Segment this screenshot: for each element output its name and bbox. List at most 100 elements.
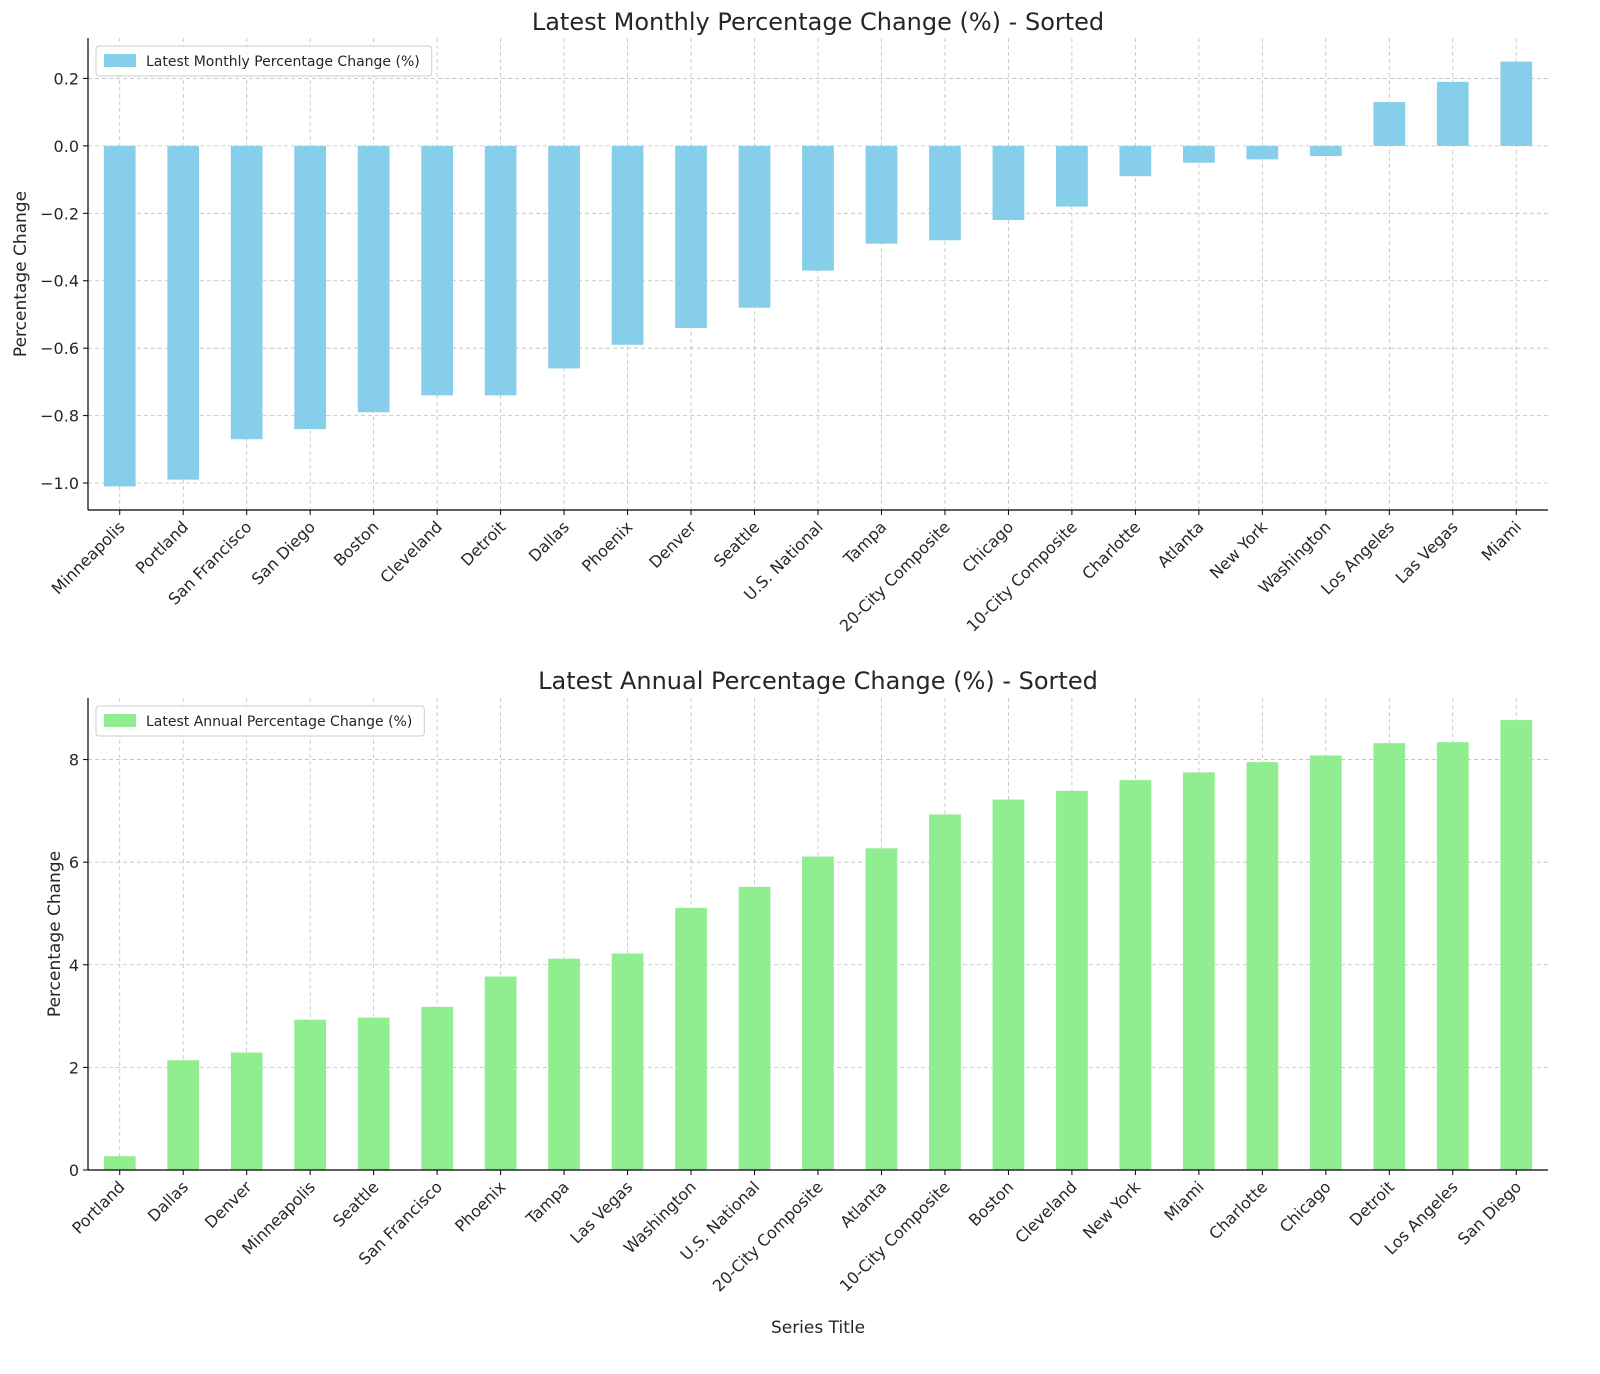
- x-tick-label: Cleveland: [1011, 1177, 1081, 1247]
- bar-10-city-composite: [1056, 145, 1088, 207]
- bar-chicago: [1309, 755, 1342, 1170]
- bar-charlotte: [1246, 762, 1279, 1170]
- bar-boston: [992, 799, 1025, 1170]
- legend-frame: [95, 705, 425, 737]
- bar-u-s-national: [738, 886, 771, 1170]
- x-tick-label: Phoenix: [451, 1177, 509, 1235]
- x-tick-label: Miami: [1160, 1177, 1207, 1224]
- x-tick-label: 10-City Composite: [963, 517, 1081, 635]
- bar-tampa: [548, 958, 580, 1170]
- x-tick-label: 20-City Composite: [836, 517, 954, 635]
- bar-las-vegas: [1436, 81, 1469, 146]
- chart-title: Latest Annual Percentage Change (%) - So…: [538, 667, 1098, 695]
- y-tick-label: −0.6: [40, 339, 79, 358]
- x-tick-label: Tampa: [839, 517, 890, 568]
- x-tick-label: Charlotte: [1078, 517, 1144, 583]
- x-tick-label: New York: [1079, 1177, 1145, 1243]
- x-tick-label: Cleveland: [376, 517, 446, 587]
- bar-seattle: [357, 1017, 390, 1170]
- bars: [103, 720, 1533, 1170]
- bar-san-francisco: [421, 1006, 453, 1170]
- x-tick-label: Denver: [201, 1177, 256, 1232]
- y-tick-label: 8: [69, 751, 79, 770]
- bar-20-city-composite: [929, 145, 961, 241]
- x-tick-label: Detroit: [1346, 1177, 1398, 1229]
- x-tick-label: Dallas: [525, 517, 573, 565]
- bars: [103, 61, 1533, 487]
- bar-portland: [167, 145, 200, 480]
- bar-phoenix: [611, 145, 644, 345]
- x-tick-label: 10-City Composite: [836, 1177, 954, 1295]
- bar-denver: [230, 1052, 263, 1170]
- x-axis-label: Series Title: [771, 1318, 865, 1338]
- bar-dallas: [167, 1060, 200, 1170]
- bar-cleveland: [1056, 790, 1088, 1170]
- x-tick-label: Minneapolis: [48, 517, 129, 598]
- x-tick-label: Phoenix: [578, 517, 636, 575]
- bar-atlanta: [865, 848, 898, 1170]
- y-tick-label: −0.4: [40, 272, 79, 291]
- legend-frame: [95, 45, 433, 77]
- x-tick-label: San Diego: [248, 517, 319, 588]
- bar-detroit: [1373, 743, 1406, 1170]
- bar-atlanta: [1183, 145, 1215, 163]
- x-tick-label: Atlanta: [1154, 517, 1208, 571]
- y-tick-label: −0.2: [40, 204, 79, 223]
- bar-washington: [1309, 145, 1342, 156]
- monthly-chart: −1.0 −0.8 −0.6 −0.4 −0.2 0.0 0.2 Minneapolis Por…: [11, 8, 1548, 635]
- bar-chicago: [992, 145, 1025, 221]
- bar-washington: [675, 907, 707, 1170]
- legend: Latest Monthly Percentage Change (%): [95, 45, 433, 77]
- bar-phoenix: [484, 976, 517, 1170]
- y-axis-label: Percentage Change: [11, 191, 31, 357]
- bar-charlotte: [1119, 145, 1152, 177]
- y-tick-label: 6: [69, 853, 79, 872]
- x-tick-label: New York: [1206, 517, 1272, 583]
- bar-las-vegas: [611, 953, 644, 1170]
- y-tick-label: −0.8: [40, 407, 79, 426]
- x-tick-label: Charlotte: [1205, 1177, 1271, 1243]
- bar-dallas: [548, 145, 580, 369]
- chart-title: Latest Monthly Percentage Change (%) - S…: [532, 8, 1104, 36]
- x-tick-label: Denver: [645, 517, 700, 572]
- y-tick-label: 0: [69, 1161, 79, 1180]
- x-tick-label: Las Vegas: [1392, 517, 1462, 587]
- x-tick-label: Portland: [132, 517, 192, 577]
- y-tick-label: −1.0: [40, 474, 79, 493]
- bar-u-s-national: [802, 145, 834, 271]
- bar-boston: [357, 145, 390, 413]
- x-tick-label: Tampa: [522, 1177, 573, 1228]
- x-tick-label: Chicago: [958, 517, 1017, 576]
- bar-minneapolis: [103, 145, 136, 487]
- bar-los-angeles: [1436, 742, 1469, 1170]
- x-tick-label: Detroit: [457, 517, 509, 569]
- legend-swatch: [104, 54, 136, 67]
- x-tick-label: Chicago: [1276, 1177, 1335, 1236]
- x-tick-label: Portland: [68, 1177, 128, 1237]
- bar-los-angeles: [1373, 102, 1406, 146]
- bar-cleveland: [421, 145, 453, 396]
- bar-miami: [1500, 61, 1533, 146]
- gridlines: [88, 38, 1548, 510]
- bar-san-diego: [1500, 720, 1533, 1170]
- bar-10-city-composite: [929, 814, 961, 1170]
- x-tick-label: Atlanta: [836, 1177, 890, 1231]
- y-tick-label: 0.2: [54, 69, 79, 88]
- x-tick-label: Boston: [965, 1177, 1018, 1230]
- y-axis-label: Percentage Change: [45, 851, 65, 1017]
- bar-new-york: [1246, 145, 1279, 160]
- bar-miami: [1183, 772, 1215, 1170]
- bar-san-diego: [294, 145, 327, 430]
- legend-label: Latest Annual Percentage Change (%): [146, 714, 412, 730]
- y-tick-label: 4: [69, 956, 79, 975]
- x-tick-label: Seattle: [329, 1177, 382, 1230]
- legend-swatch: [104, 714, 136, 727]
- legend: Latest Annual Percentage Change (%): [95, 705, 425, 737]
- x-tick-label: Boston: [330, 517, 383, 570]
- y-tick-label: 0.0: [54, 137, 79, 156]
- bar-tampa: [865, 145, 898, 244]
- bar-new-york: [1119, 780, 1152, 1170]
- bar-20-city-composite: [802, 856, 834, 1170]
